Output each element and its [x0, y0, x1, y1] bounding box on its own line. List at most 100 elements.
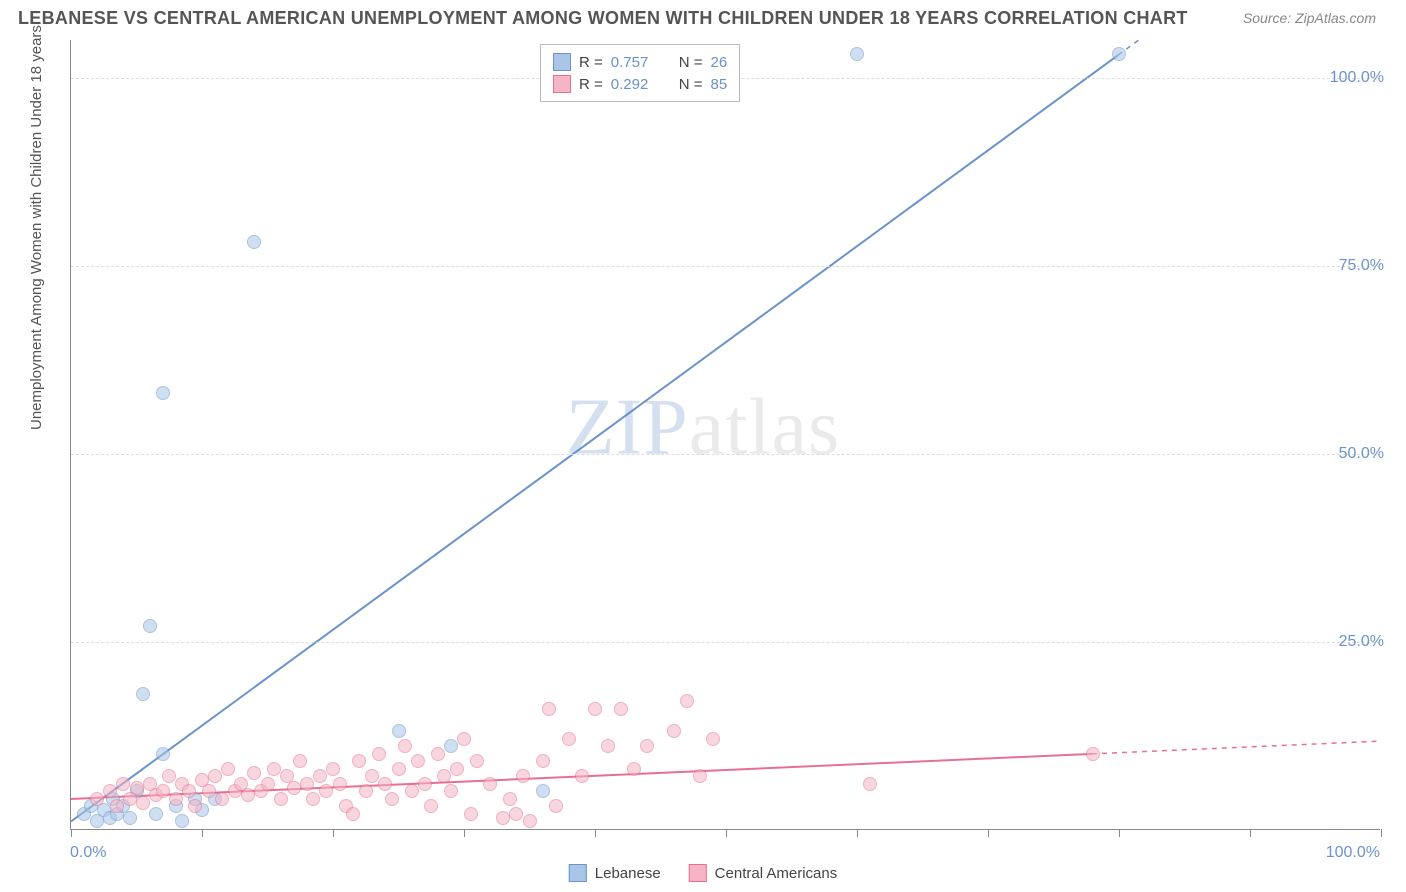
- correlation-legend: R =0.757N =26R =0.292N =85: [540, 44, 740, 102]
- legend-n-value: 85: [711, 76, 728, 93]
- data-point: [627, 762, 641, 776]
- data-point: [450, 762, 464, 776]
- x-tick: [464, 829, 465, 837]
- legend-swatch: [553, 53, 571, 71]
- data-point: [444, 784, 458, 798]
- data-point: [378, 777, 392, 791]
- series-legend-item: Lebanese: [569, 864, 661, 882]
- chart-title: LEBANESE VS CENTRAL AMERICAN UNEMPLOYMEN…: [18, 8, 1188, 29]
- data-point: [601, 739, 615, 753]
- data-point: [863, 777, 877, 791]
- data-point: [241, 788, 255, 802]
- data-point: [706, 732, 720, 746]
- series-legend-label: Lebanese: [595, 865, 661, 882]
- data-point: [424, 799, 438, 813]
- y-tick-label: 75.0%: [1339, 257, 1384, 275]
- legend-n-label: N =: [679, 76, 703, 93]
- data-point: [215, 792, 229, 806]
- x-tick: [988, 829, 989, 837]
- data-point: [392, 762, 406, 776]
- trend-lines-svg: [71, 40, 1380, 829]
- data-point: [372, 747, 386, 761]
- data-point: [516, 769, 530, 783]
- y-tick-label: 100.0%: [1330, 69, 1384, 87]
- data-point: [549, 799, 563, 813]
- source-attribution: Source: ZipAtlas.com: [1243, 10, 1376, 26]
- data-point: [523, 814, 537, 828]
- legend-n-value: 26: [711, 54, 728, 71]
- data-point: [143, 619, 157, 633]
- legend-r-value: 0.757: [611, 54, 661, 71]
- data-point: [313, 769, 327, 783]
- data-point: [156, 784, 170, 798]
- data-point: [116, 777, 130, 791]
- data-point: [221, 762, 235, 776]
- data-point: [300, 777, 314, 791]
- data-point: [136, 687, 150, 701]
- data-point: [352, 754, 366, 768]
- x-tick: [202, 829, 203, 837]
- grid-line: [71, 454, 1380, 455]
- data-point: [411, 754, 425, 768]
- trend-line-dashed: [1092, 741, 1380, 754]
- data-point: [175, 814, 189, 828]
- data-point: [398, 739, 412, 753]
- data-point: [680, 694, 694, 708]
- x-tick: [333, 829, 334, 837]
- data-point: [1086, 747, 1100, 761]
- data-point: [156, 386, 170, 400]
- data-point: [496, 811, 510, 825]
- data-point: [359, 784, 373, 798]
- legend-r-label: R =: [579, 76, 603, 93]
- data-point: [588, 702, 602, 716]
- data-point: [457, 732, 471, 746]
- data-point: [247, 766, 261, 780]
- y-tick-label: 50.0%: [1339, 445, 1384, 463]
- legend-swatch: [569, 864, 587, 882]
- series-legend-label: Central Americans: [715, 865, 838, 882]
- data-point: [306, 792, 320, 806]
- x-tick: [1119, 829, 1120, 837]
- data-point: [444, 739, 458, 753]
- data-point: [437, 769, 451, 783]
- data-point: [509, 807, 523, 821]
- data-point: [536, 754, 550, 768]
- data-point: [470, 754, 484, 768]
- data-point: [418, 777, 432, 791]
- data-point: [202, 784, 216, 798]
- data-point: [640, 739, 654, 753]
- series-legend: Lebanese Central Americans: [569, 864, 837, 882]
- grid-line: [71, 266, 1380, 267]
- x-tick: [1250, 829, 1251, 837]
- data-point: [483, 777, 497, 791]
- data-point: [365, 769, 379, 783]
- legend-swatch: [689, 864, 707, 882]
- data-point: [385, 792, 399, 806]
- data-point: [274, 792, 288, 806]
- data-point: [156, 747, 170, 761]
- data-point: [149, 807, 163, 821]
- x-tick: [726, 829, 727, 837]
- grid-line: [71, 642, 1380, 643]
- legend-n-label: N =: [679, 54, 703, 71]
- data-point: [346, 807, 360, 821]
- data-point: [293, 754, 307, 768]
- data-point: [562, 732, 576, 746]
- data-point: [667, 724, 681, 738]
- data-point: [123, 811, 137, 825]
- data-point: [1112, 47, 1126, 61]
- plot-area: [70, 40, 1380, 830]
- data-point: [614, 702, 628, 716]
- series-legend-item: Central Americans: [689, 864, 838, 882]
- legend-row: R =0.757N =26: [553, 51, 727, 73]
- y-tick-label: 25.0%: [1339, 633, 1384, 651]
- data-point: [261, 777, 275, 791]
- x-tick: [857, 829, 858, 837]
- data-point: [542, 702, 556, 716]
- data-point: [850, 47, 864, 61]
- data-point: [90, 792, 104, 806]
- data-point: [208, 769, 222, 783]
- data-point: [405, 784, 419, 798]
- data-point: [287, 781, 301, 795]
- data-point: [267, 762, 281, 776]
